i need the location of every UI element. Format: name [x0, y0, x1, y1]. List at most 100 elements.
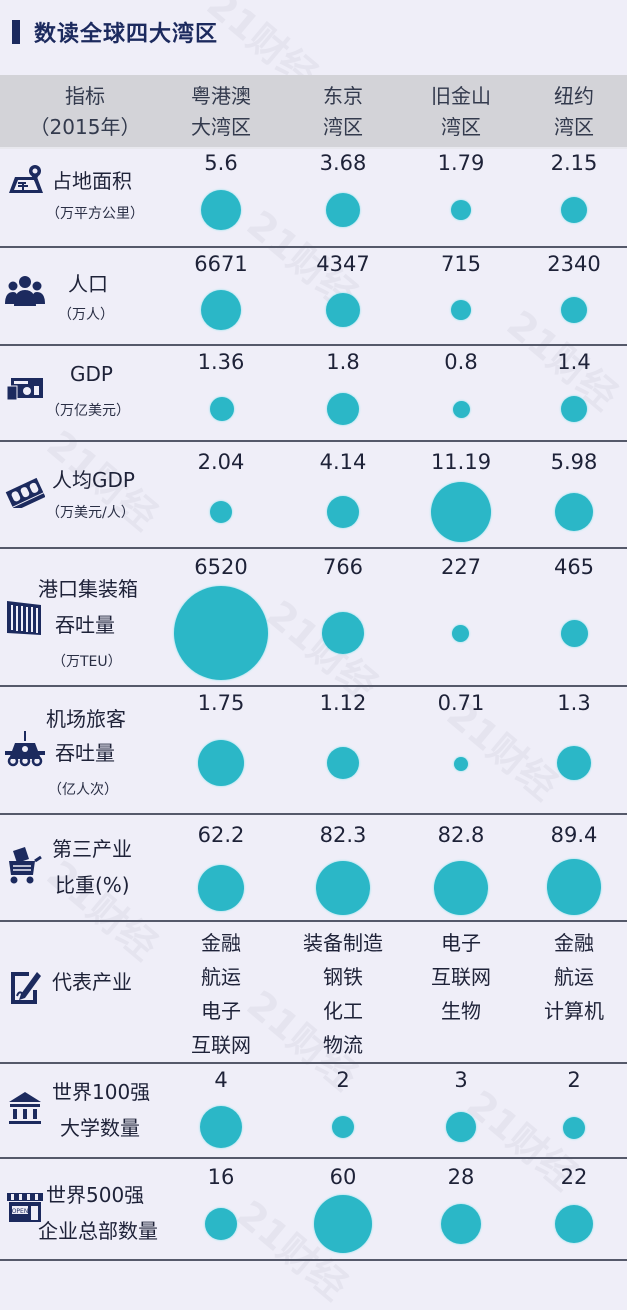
industry-item: 互联网	[431, 965, 491, 989]
bubble-sf	[452, 625, 469, 642]
value-tokyo: 4.14	[319, 450, 367, 474]
header-col-line: 湾区	[554, 115, 594, 139]
bubble-gba	[201, 290, 241, 330]
bubble-tokyo	[332, 1116, 354, 1138]
industry-item: 计算机	[544, 999, 604, 1023]
value-sf: 3	[454, 1068, 468, 1092]
value-sf: 28	[447, 1165, 475, 1189]
row-label-unit: （万人）	[58, 307, 114, 323]
industry-item: 航运	[554, 965, 594, 989]
value-sf: 715	[440, 252, 482, 276]
bubble-gba	[198, 865, 244, 911]
bubble-gba	[200, 1106, 242, 1148]
header-col-line: 粤港澳	[191, 84, 251, 108]
bubble-sf	[451, 300, 471, 320]
bubble-ny	[547, 859, 601, 915]
header-col-line: 纽约	[554, 84, 594, 108]
industry-item: 金融	[554, 931, 594, 955]
industries-gba: 金融 航运 电子 互联网	[161, 926, 281, 1062]
header-col-line: 湾区	[441, 115, 481, 139]
row-label-main: 比重(%)	[55, 873, 130, 897]
people-group-icon	[5, 274, 45, 308]
value-ny: 89.4	[550, 823, 598, 847]
value-tokyo: 766	[322, 555, 364, 579]
value-tokyo: 82.3	[319, 823, 367, 847]
header-col-tokyo: 东京 湾区	[288, 81, 398, 143]
bubble-tokyo	[326, 193, 360, 227]
row-label: GDP （万亿美元）	[0, 346, 170, 440]
storefront-open-icon: OPEN	[5, 1191, 45, 1223]
bubble-sf	[454, 757, 468, 771]
bubble-ny	[555, 1205, 593, 1243]
value-sf: 1.79	[437, 151, 485, 175]
table-row-area: 占地面积 （万平方公里） 5.6 3.68 1.79 2.15	[0, 147, 627, 248]
header-indicator-line: 指标	[65, 84, 105, 108]
row-label-main: 人口	[68, 272, 108, 296]
industry-item: 钢铁	[323, 965, 363, 989]
value-ny: 1.3	[557, 691, 591, 715]
shopping-cart-icon	[5, 845, 45, 885]
bubble-tokyo	[316, 861, 370, 915]
row-label-main: 世界100强	[52, 1080, 151, 1104]
bubble-tokyo	[327, 496, 359, 528]
value-gba: 62.2	[197, 823, 245, 847]
bubble-sf	[453, 401, 470, 418]
row-label-unit: （万平方公里）	[46, 206, 144, 222]
table-row-port-throughput: 港口集装箱 吞吐量 （万TEU） 6520 766 227 465	[0, 549, 627, 687]
value-gba: 2.04	[197, 450, 245, 474]
table-header: 指标 （2015年） 粤港澳 大湾区 东京 湾区 旧金山 湾区 纽约 湾区	[0, 75, 627, 149]
bubble-ny	[563, 1117, 585, 1139]
row-label-main: 代表产业	[52, 970, 132, 994]
table-row-top100-universities: 世界100强 大学数量 4 2 3 2	[0, 1064, 627, 1159]
bubble-tokyo	[314, 1195, 372, 1253]
header-indicator-line: （2015年）	[29, 115, 141, 139]
title-accent-bar	[12, 20, 20, 44]
industry-item: 互联网	[191, 1033, 251, 1057]
value-gba: 4	[214, 1068, 228, 1092]
bubble-sf	[446, 1112, 476, 1142]
bubble-gba	[198, 740, 244, 786]
bubble-gba	[210, 501, 232, 523]
row-label-main: 世界500强	[46, 1183, 145, 1207]
value-sf: 0.71	[437, 691, 485, 715]
bubble-gba	[205, 1208, 237, 1240]
value-sf: 82.8	[437, 823, 485, 847]
value-tokyo: 1.8	[326, 350, 360, 374]
bubble-sf	[434, 861, 488, 915]
row-label-main: 人均GDP	[52, 468, 135, 492]
money-bill-icon	[5, 376, 45, 402]
bubble-sf	[431, 482, 491, 542]
value-gba: 6520	[194, 555, 248, 579]
table-row-representative-industries: 代表产业 金融 航运 电子 互联网 装备制造 钢铁 化工 物流 电子 互联网 生…	[0, 922, 627, 1064]
table-row-fortune500-hq: OPEN 世界500强 企业总部数量 16 60 28 22	[0, 1159, 627, 1261]
bubble-tokyo	[322, 612, 364, 654]
value-tokyo: 4347	[316, 252, 370, 276]
cash-stack-icon	[5, 474, 46, 512]
table-row-population: 人口 （万人） 6671 4347 715 2340	[0, 248, 627, 346]
row-label-unit: （万亿美元）	[46, 403, 130, 419]
page-title: 数读全球四大湾区	[12, 14, 218, 50]
table-row-tertiary-industry: 第三产业 比重(%) 62.2 82.3 82.8 89.4	[0, 815, 627, 922]
table-row-gdp-per-capita: 人均GDP （万美元/人） 2.04 4.14 11.19 5.98	[0, 442, 627, 549]
map-pin-icon	[5, 163, 45, 197]
value-gba: 1.75	[197, 691, 245, 715]
value-ny: 2.15	[550, 151, 598, 175]
header-col-line: 旧金山	[431, 84, 491, 108]
value-ny: 1.4	[557, 350, 591, 374]
value-ny: 22	[560, 1165, 588, 1189]
row-label: 代表产业	[0, 922, 170, 1062]
university-building-icon	[5, 1090, 45, 1128]
header-col-line: 大湾区	[191, 115, 251, 139]
bubble-ny	[561, 620, 588, 647]
airplane-icon	[5, 729, 45, 769]
row-label-main: 吞吐量	[55, 613, 115, 637]
value-tokyo: 3.68	[319, 151, 367, 175]
value-sf: 227	[440, 555, 482, 579]
row-label-main: 吞吐量	[55, 741, 115, 765]
row-label: OPEN 世界500强 企业总部数量	[0, 1159, 170, 1259]
bubble-gba	[210, 397, 234, 421]
shipping-container-icon	[5, 597, 45, 637]
value-ny: 465	[553, 555, 595, 579]
bubble-ny	[561, 197, 587, 223]
value-gba: 6671	[194, 252, 248, 276]
